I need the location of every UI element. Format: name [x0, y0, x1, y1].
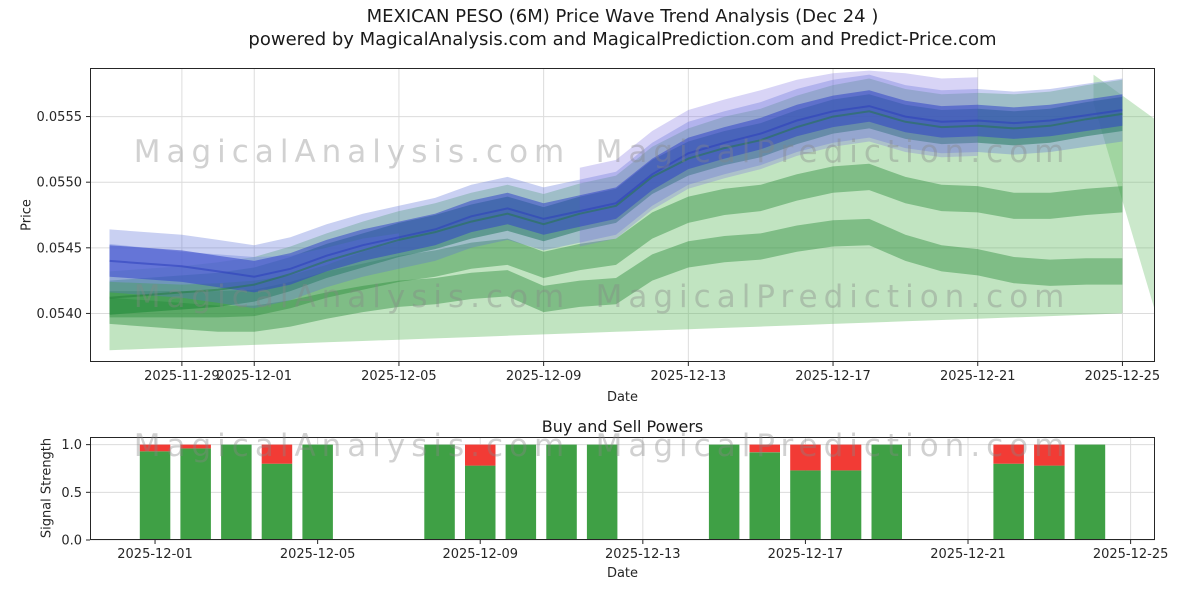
buy-sell-powers-title: Buy and Sell Powers — [541, 417, 704, 436]
sell-bar — [139, 444, 171, 452]
sell-bar — [790, 444, 821, 471]
buy-bar — [221, 444, 252, 540]
x-tick-label: 2025-12-09 — [506, 369, 582, 384]
axes-frame — [90, 68, 1155, 362]
x-tick-label: 2025-12-13 — [651, 369, 727, 384]
buy-bar — [424, 444, 455, 540]
sell-bar — [465, 444, 496, 466]
buy-bar — [302, 444, 333, 540]
date-axis-label-bottom: Date — [606, 566, 639, 581]
buy-bar — [993, 463, 1024, 540]
y-tick-label: 0.0540 — [37, 307, 83, 322]
blue-median-line — [109, 105, 1123, 278]
y-tick-label: 1.0 — [61, 438, 82, 453]
date-axis-label-top: Date — [606, 390, 639, 405]
sell-bar — [261, 444, 293, 464]
y-tick-label: 0.0550 — [37, 176, 83, 191]
sell-bar — [749, 444, 780, 453]
figure-subtitle: powered by MagicalAnalysis.com and Magic… — [248, 29, 997, 50]
blue-inner-band — [109, 90, 1123, 293]
buy-bar — [139, 451, 171, 540]
x-tick-label: 2025-12-25 — [1085, 369, 1161, 384]
price-axis-label: Price — [19, 199, 35, 231]
x-tick-label: 2025-11-29 — [144, 369, 220, 384]
buy-bar — [586, 444, 618, 540]
buy-bar — [180, 448, 211, 540]
x-tick-label: 2025-12-09 — [442, 547, 518, 562]
sell-bar — [993, 444, 1024, 464]
sell-bar — [1034, 444, 1065, 466]
buy-bar — [1074, 444, 1106, 540]
buy-bar — [546, 444, 577, 540]
x-tick-label: 2025-12-01 — [117, 547, 193, 562]
buy-bar — [1034, 465, 1065, 540]
buy-bar — [871, 444, 902, 540]
x-tick-label: 2025-12-17 — [768, 547, 844, 562]
signal-strength-axis-label: Signal Strength — [39, 437, 55, 539]
x-tick-label: 2025-12-05 — [280, 547, 356, 562]
y-tick-label: 0.0 — [61, 534, 82, 549]
x-tick-label: 2025-12-05 — [361, 369, 437, 384]
buy-bar — [465, 465, 496, 540]
x-tick-label: 2025-12-25 — [1093, 547, 1169, 562]
axes-frame — [90, 437, 1155, 540]
x-tick-label: 2025-12-21 — [930, 547, 1006, 562]
buy-sell-power-chart: 2025-12-01 2025-12-05 2025-12-09 2025-12-13… — [61, 437, 1168, 562]
x-tick-label: 2025-12-01 — [216, 369, 292, 384]
green-quantile-lower-band — [109, 218, 1123, 332]
green-quantile-upper-band — [109, 163, 1123, 318]
sell-bar — [830, 444, 862, 471]
green-closing-wedge — [1093, 74, 1155, 311]
buy-bar — [261, 463, 293, 540]
buy-bar — [830, 470, 862, 540]
buy-bar — [749, 452, 780, 540]
x-tick-label: 2025-12-21 — [940, 369, 1016, 384]
buy-bar — [790, 470, 821, 540]
y-tick-label: 0.0545 — [37, 241, 83, 256]
buy-bar — [708, 444, 740, 540]
y-tick-label: 0.5 — [61, 486, 82, 501]
figure-title: MEXICAN PESO (6M) Price Wave Trend Analy… — [366, 6, 879, 27]
buy-bar — [505, 444, 537, 540]
green-median-line — [109, 110, 1123, 299]
y-tick-label: 0.0555 — [37, 110, 83, 125]
x-tick-label: 2025-12-13 — [605, 547, 681, 562]
x-tick-label: 2025-12-17 — [795, 369, 871, 384]
sell-bar — [180, 444, 211, 449]
